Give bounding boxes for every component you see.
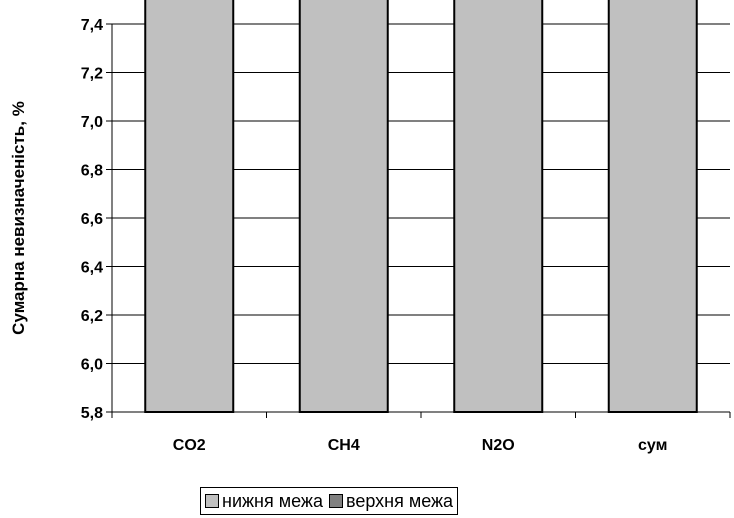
bar-lower — [298, 0, 389, 413]
x-category-label: сум — [638, 437, 667, 454]
axis-labels: 5,8 6,0 6,2 6,4 6,6 6,8 7,0 7,2 7,4 CO2 CH4 N2O сум — [81, 17, 668, 454]
legend: нижня межа верхня межа — [200, 487, 459, 515]
y-tick-label: 6,8 — [81, 163, 103, 180]
axes — [106, 23, 731, 418]
x-category-label: CH4 — [328, 437, 360, 454]
y-tick-label: 7,2 — [81, 66, 103, 83]
x-category-label: CO2 — [173, 437, 206, 454]
y-tick-label: 6,6 — [81, 211, 103, 228]
legend-item-lower: нижня межа — [205, 491, 323, 512]
y-tick-label: 6,0 — [81, 357, 103, 374]
y-tick-label: 7,0 — [81, 114, 103, 131]
y-tick-label: 6,2 — [81, 308, 103, 325]
x-category-label: N2O — [482, 437, 515, 454]
y-tick-label: 5,8 — [81, 405, 103, 422]
legend-swatch-upper — [328, 494, 343, 508]
legend-swatch-lower — [205, 494, 219, 508]
legend-item-upper: верхня межа — [328, 490, 454, 512]
bars — [144, 0, 698, 413]
y-tick-label: 6,4 — [81, 260, 103, 277]
bar-lower — [453, 0, 544, 413]
legend-label-lower: нижня межа — [222, 490, 323, 511]
legend-label-upper: верхня межа — [345, 490, 454, 511]
bar-lower — [144, 0, 235, 413]
y-tick-label: 7,4 — [81, 17, 103, 34]
y-axis-title: Сумарна невизначеність, % — [9, 101, 28, 335]
bar-lower — [607, 0, 698, 413]
